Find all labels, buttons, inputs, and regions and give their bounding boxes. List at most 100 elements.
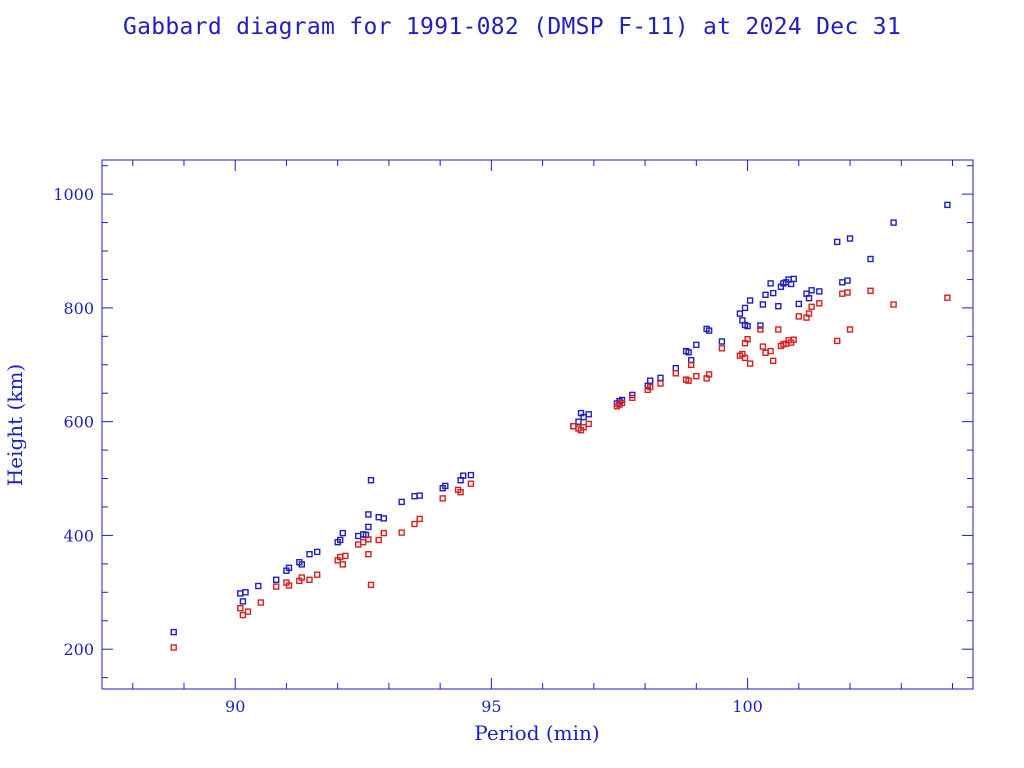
perigee-point [693,373,700,380]
apogee-point [314,548,321,556]
plot-frame [101,159,974,690]
perigee-point [808,303,815,310]
y-axis-label: Height (km) [3,364,27,486]
perigee-point [360,539,367,546]
perigee-point [273,583,280,590]
perigee-point [237,605,244,612]
perigee-point [795,313,802,320]
apogee-point [239,598,247,605]
perigee-point [355,541,362,548]
apogee-point [273,576,280,583]
perigee-point [657,380,664,387]
tick-labels: 90 95 100 200 400 600 800 1000 [53,185,763,716]
apogee-point [705,327,713,334]
perigee-point [339,561,346,568]
perigee-point [775,326,782,333]
perigee-point [306,576,313,583]
apogee-point [844,277,851,284]
apogee-point [355,532,362,540]
apogee-point [460,472,467,479]
perigee-point [439,495,446,502]
apogee-point [685,349,692,356]
data-points [170,201,951,651]
perigee-point [834,337,841,345]
apogee-point [718,338,726,345]
apogee-point [380,515,387,522]
y-tick-label: 1000 [53,185,94,204]
apogee-point [805,295,813,302]
perigee-point [846,326,854,333]
apogee-point [298,561,305,568]
perigee-point [580,424,587,431]
y-tick-label: 400 [63,526,94,545]
apogee-point [759,301,767,308]
perigee-point [398,529,405,536]
perigee-point [767,347,774,355]
chart-title: Gabbard diagram for 1991-082 (DMSP F-11)… [122,14,902,40]
perigee-point [718,345,726,352]
perigee-point [688,361,695,368]
perigee-point [618,399,626,407]
perigee-point [367,581,375,589]
perigee-point [380,529,387,537]
perigee-point [790,336,797,343]
perigee-point [375,536,382,544]
apogee-point [808,287,815,294]
perigee-point [944,294,951,301]
apogee-point [757,322,764,329]
apogee-point [762,291,769,298]
perigee-point [867,287,874,294]
apogee-point [816,288,823,295]
perigee-point [757,326,764,333]
x-tick-label: 95 [481,697,501,716]
y-tick-label: 200 [63,640,94,659]
perigee-point [816,300,823,307]
perigee-point [770,357,777,364]
perigee-point [298,574,305,581]
apogee-point [575,418,582,425]
perigee-point [672,370,679,377]
apogee-point [255,582,262,590]
perigee-point [457,489,464,496]
apogee-point [839,279,846,286]
apogee-point [744,322,751,330]
apogee-point [890,219,897,226]
perigee-point [170,644,177,651]
apogee-point [770,289,777,297]
perigee-point [805,310,813,317]
perigee-point [342,552,349,560]
perigee-point [257,599,264,606]
apogee-point [944,201,951,209]
perigee-point [685,377,692,384]
perigee-point [244,608,252,615]
perigee-point [762,349,769,356]
apogee-point [775,303,782,310]
apogee-point [790,275,797,283]
apogee-point [306,551,313,558]
apogee-point [647,377,654,384]
apogee-point [467,471,475,479]
apogee-point [657,374,664,382]
apogee-point [367,477,375,484]
perigee-point [585,420,592,428]
perigee-point [705,371,713,378]
apogee-point [237,590,244,597]
perigee-point [416,515,423,523]
perigee-point [744,336,751,343]
apogee-point [746,297,754,304]
apogee-point [285,564,293,571]
axis-ticks [102,160,973,689]
perigee-point [890,301,897,308]
apogee-point [365,511,372,518]
apogee-point [767,280,774,287]
perigee-point [570,423,577,430]
perigee-point [411,520,418,528]
apogee-point [375,514,382,521]
y-tick-label: 800 [63,299,94,318]
x-axis-label: Period (min) [474,721,599,745]
perigee-point [741,354,749,362]
apogee-point [585,411,592,418]
apogee-point [398,498,405,506]
perigee-point [629,394,636,401]
